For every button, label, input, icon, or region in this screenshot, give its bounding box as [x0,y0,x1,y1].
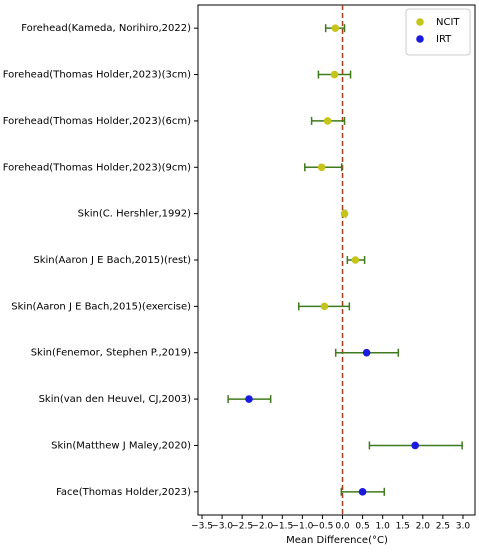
point [351,256,360,264]
legend-box [405,8,471,56]
point [340,209,349,218]
x-tick-label: −0.5 [312,522,334,532]
point [358,488,367,496]
point [411,441,419,450]
y-tick-label: Face(Thomas Holder,2023) [56,487,191,498]
x-tick-label: −2.5 [231,522,253,532]
y-tick-label: Skin(Aaron J E Bach,2015)(exercise) [11,301,191,312]
x-tick-label: 3.0 [456,522,471,532]
point [320,302,329,311]
x-tick-label: −3.0 [211,522,233,532]
x-axis-label: Mean Difference(°C) [286,535,388,546]
y-tick-label: Skin(Fenemor, Stephen P.,2019) [31,348,191,359]
x-tick-label: 2.0 [416,522,431,532]
plot-frame [197,4,476,516]
point [362,348,371,357]
y-tick-label: Forehead(Kameda, Norihiro,2022) [21,23,191,34]
y-tick-label: Forehead(Thomas Holder,2023)(3cm) [3,70,191,81]
point [330,70,339,79]
point [323,117,332,125]
legend-label: IRT [436,34,452,45]
x-tick-label: −3.5 [191,522,213,532]
x-tick-label: 1.0 [376,522,391,532]
x-tick-label: 1.5 [396,522,410,532]
y-tick-label: Skin(C. Hershler,1992) [78,209,191,220]
point [317,163,326,172]
x-tick-label: −2.0 [251,522,273,532]
y-tick-label: Skin(Aaron J E Bach,2015)(rest) [33,255,191,266]
x-tick-label: 0.5 [355,522,369,532]
point [331,24,340,32]
x-tick-label: 2.5 [436,522,450,532]
x-tick-label: 0.0 [335,522,350,532]
legend-marker [416,18,424,26]
y-tick-label: Skin(van den Heuvel, CJ,2003) [39,394,192,405]
x-tick-label: −1.5 [271,522,293,532]
y-tick-label: Forehead(Thomas Holder,2023)(6cm) [3,116,191,127]
legend-marker [416,35,424,43]
y-tick-label: Forehead(Thomas Holder,2023)(9cm) [3,162,191,173]
x-tick-label: −1.0 [291,522,313,532]
y-tick-label: Skin(Matthew J Maley,2020) [51,440,191,451]
legend-label: NCIT [436,17,460,28]
point [245,395,253,403]
